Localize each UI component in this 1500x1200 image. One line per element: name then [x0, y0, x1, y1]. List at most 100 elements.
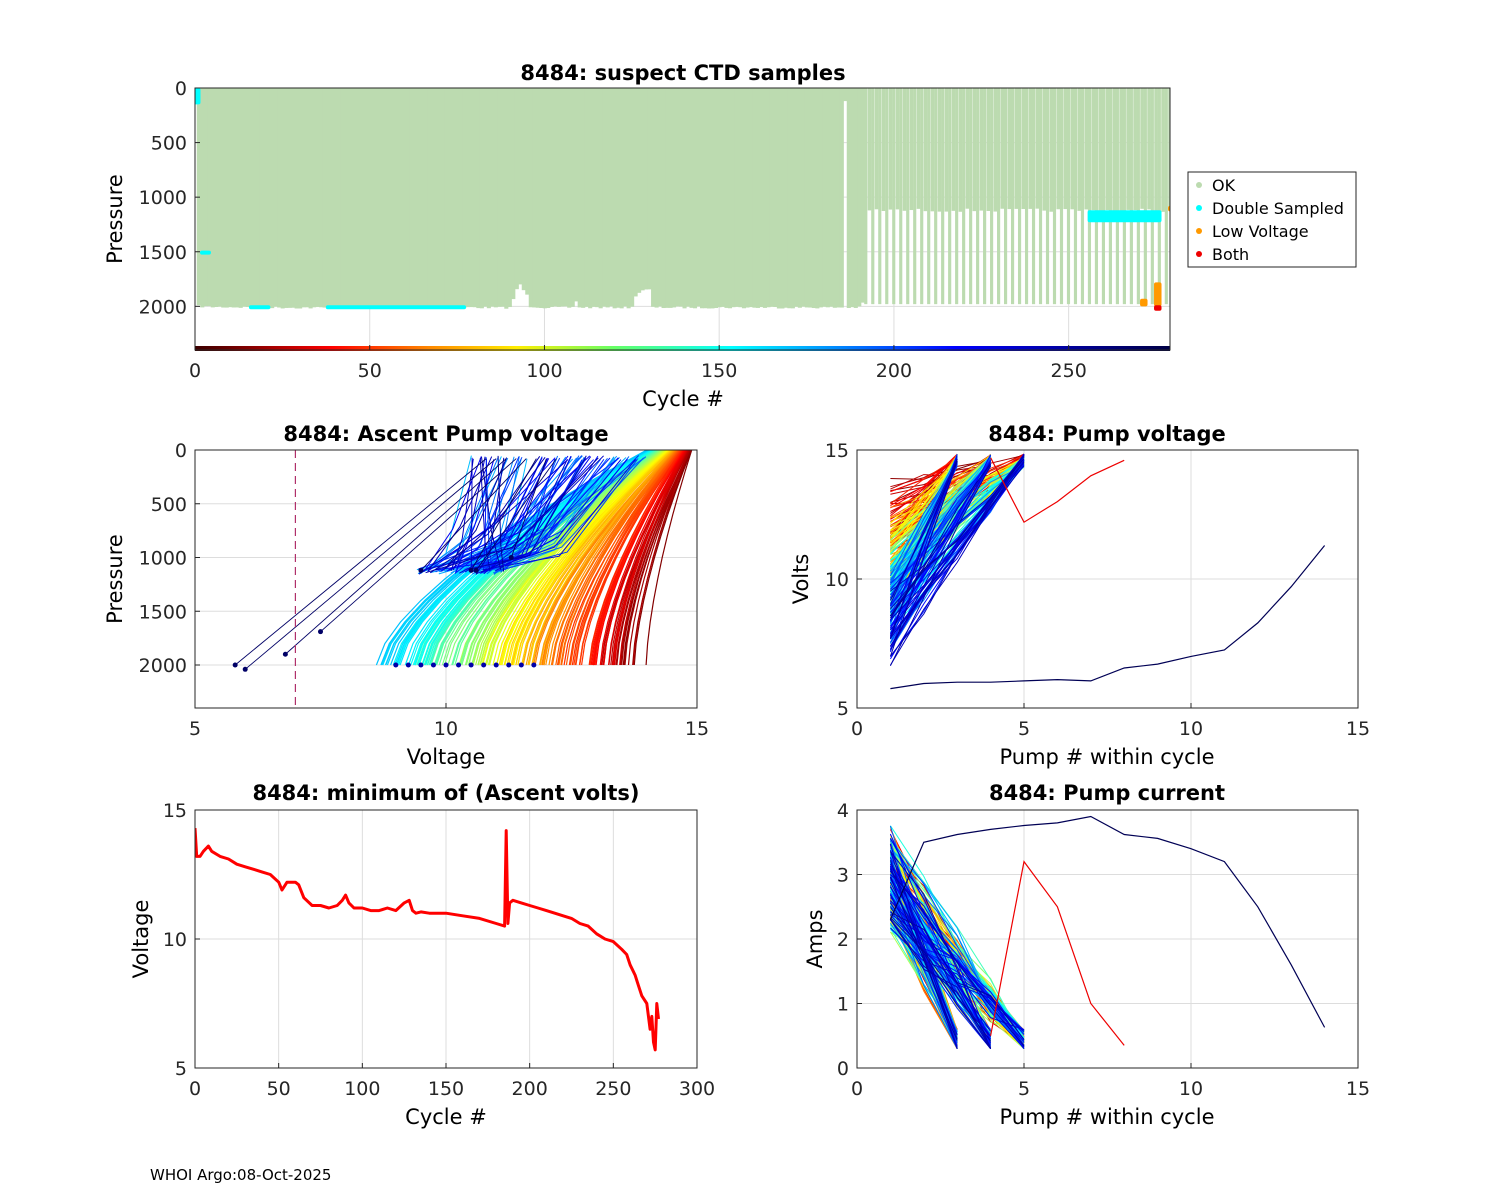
ok-profile	[734, 88, 740, 307]
pump-current-title: 8484: Pump current	[989, 781, 1225, 805]
ok-profile	[245, 88, 250, 307]
x-tick-label: 5	[1018, 1078, 1030, 1100]
legend-label-both: Both	[1212, 245, 1249, 264]
ok-profile	[633, 88, 638, 297]
pump-voltage-curve	[890, 463, 991, 590]
pump-voltage-curve	[890, 465, 1025, 575]
ok-profile	[1035, 88, 1040, 209]
ok-profile	[846, 88, 851, 308]
ascent-curve	[624, 450, 691, 666]
ok-profile	[689, 88, 694, 308]
ascent-curve	[578, 450, 681, 666]
ok-profile	[692, 88, 698, 309]
red-outlier-curve	[990, 860, 1125, 1046]
ok-profile	[829, 88, 834, 307]
low-voltage-curve	[475, 458, 557, 571]
ok-profile	[637, 88, 642, 293]
ok-profile	[465, 88, 470, 308]
min-volts-title: 8484: minimum of (Ascent volts)	[252, 781, 639, 805]
ascent-curve	[427, 456, 493, 572]
ok-profile	[354, 88, 359, 308]
ok-profile	[612, 88, 617, 309]
ok-profile	[790, 88, 795, 309]
ascent-curve	[632, 450, 690, 666]
ok-profile	[500, 88, 505, 307]
ok-profile	[895, 88, 900, 210]
ctd-ylabel: Pressure	[103, 174, 127, 264]
ok-profile	[679, 88, 684, 307]
ok-profile	[941, 88, 945, 305]
pump-current-curve	[889, 922, 958, 1048]
pump-voltage-curve	[889, 458, 1025, 619]
ascent-curve	[496, 459, 638, 572]
ok-profile	[878, 88, 882, 305]
bottom-point	[405, 662, 411, 668]
low-voltage-point	[232, 662, 238, 668]
ok-profile	[755, 88, 760, 308]
low-voltage-point	[508, 555, 514, 560]
ok-profile	[1066, 88, 1071, 305]
x-tick-label: 50	[267, 1078, 291, 1100]
y-tick-label: 2	[837, 929, 849, 951]
x-tick-label: 10	[1179, 718, 1203, 740]
ascent-curve	[481, 456, 502, 570]
double-sampled-marks	[1087, 210, 1162, 223]
ok-profile	[336, 88, 341, 309]
ok-profile	[668, 88, 673, 308]
ok-profile	[1140, 88, 1144, 209]
pump-current-xlabel: Pump # within cycle	[1000, 1105, 1215, 1129]
ok-profile	[990, 88, 994, 305]
min-ascent-volts-panel: 0 50 100 150 200 250 300 5 10 15 8484: minimum of…	[129, 781, 715, 1129]
ok-profile	[291, 88, 296, 308]
ctd-samples-panel: 0 50 100 150 200 250 0 500 1000 1500 2000 8484: su…	[103, 61, 1357, 411]
ok-profile	[430, 88, 435, 308]
ok-profile	[507, 88, 512, 308]
ok-profile	[955, 88, 959, 305]
ascent-ticks: 5 10 15 0 500 1000 1500 2000	[139, 440, 709, 740]
low-voltage-point	[473, 567, 479, 573]
ok-profile	[504, 88, 509, 309]
bottom-point	[468, 662, 474, 668]
pump-current-ticks: 0 5 10 15 0 1 2 3 4	[837, 800, 1370, 1100]
y-tick-label: 2000	[139, 296, 187, 318]
ok-profile	[661, 88, 666, 309]
ok-profile	[1000, 88, 1005, 209]
ok-profile	[364, 88, 369, 309]
ok-profile	[200, 88, 205, 308]
ok-profile	[1028, 88, 1033, 209]
ascent-curve	[595, 450, 685, 666]
ok-profile	[644, 88, 649, 290]
ok-profile	[1014, 88, 1019, 209]
y-tick-label: 2000	[139, 655, 187, 677]
pump-voltage-curve	[889, 458, 958, 605]
ascent-curve	[588, 450, 682, 666]
pump-current-curve	[890, 913, 1025, 1048]
ok-profile	[1004, 88, 1008, 305]
ok-profile	[1108, 88, 1112, 305]
ok-profile	[1150, 88, 1154, 305]
ok-profile	[367, 88, 373, 307]
ok-profile	[591, 88, 596, 307]
low-voltage-curve	[320, 458, 517, 633]
ok-profile	[885, 88, 889, 305]
ok-profile	[853, 88, 858, 308]
ok-profile	[780, 88, 785, 309]
ok-profile	[651, 88, 656, 307]
legend-marker-both	[1196, 251, 1202, 257]
ok-profile	[1126, 88, 1130, 210]
ok-profile	[857, 88, 862, 307]
legend-label-double: Double Sampled	[1212, 199, 1344, 218]
ok-profile	[1161, 88, 1165, 212]
ok-profile	[909, 88, 914, 211]
y-tick-label: 10	[825, 569, 849, 591]
ascent-curve	[418, 457, 620, 570]
ok-profile	[1042, 88, 1047, 211]
ascent-curve	[599, 450, 686, 666]
ok-profile	[997, 88, 1001, 305]
ok-profile	[329, 88, 334, 309]
ok-profile	[252, 88, 257, 308]
ok-profile	[731, 88, 736, 308]
ok-profile	[685, 88, 691, 307]
ok-profile	[570, 88, 575, 307]
